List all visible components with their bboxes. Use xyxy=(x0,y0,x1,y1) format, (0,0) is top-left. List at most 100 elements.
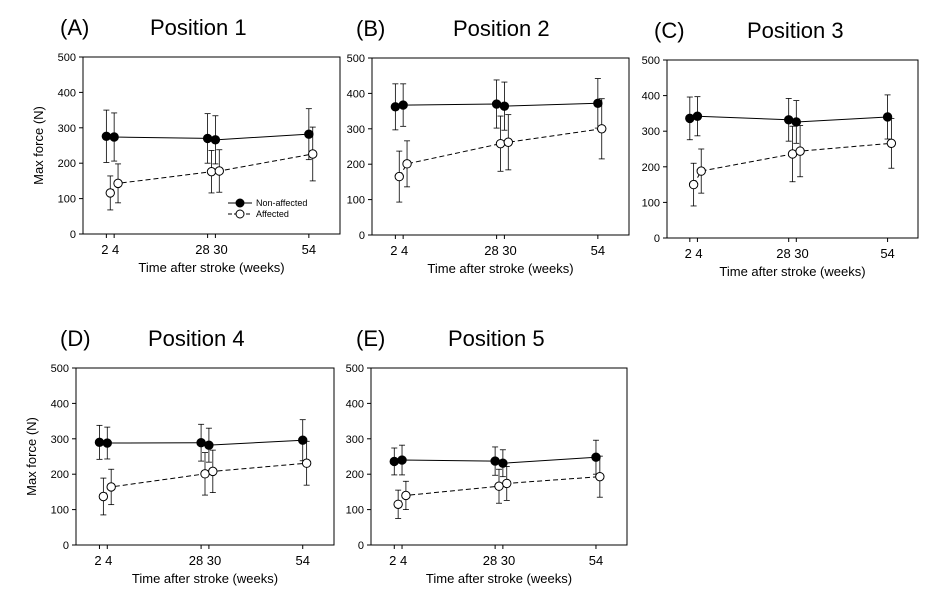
legend-entry: Non-affected xyxy=(256,198,307,208)
legend-entry: Affected xyxy=(256,209,289,219)
data-point xyxy=(791,117,802,127)
data-point xyxy=(402,159,412,169)
x-axis-label: Time after stroke (weeks) xyxy=(719,264,865,279)
y-tick-label: 0 xyxy=(70,229,76,241)
data-point xyxy=(502,478,512,489)
y-tick-label: 100 xyxy=(58,194,76,206)
x-tick-label: 2 4 xyxy=(389,553,407,568)
data-point xyxy=(795,146,805,156)
series-affected xyxy=(393,455,605,519)
data-point xyxy=(886,138,897,149)
x-tick-label: 2 4 xyxy=(685,246,703,261)
data-point xyxy=(597,124,607,134)
data-point xyxy=(499,101,510,111)
data-point xyxy=(94,437,105,448)
data-point xyxy=(101,131,112,141)
y-tick-label: 300 xyxy=(346,434,364,446)
y-tick-label: 400 xyxy=(58,87,76,99)
y-tick-label: 500 xyxy=(51,363,69,375)
panel-title: Position 1 xyxy=(150,15,247,40)
data-point xyxy=(685,113,695,124)
data-point xyxy=(498,458,508,468)
x-axis-label: Time after stroke (weeks) xyxy=(138,260,284,275)
chart-panel-1: (A) Position 1 0 100 200 300 400 500 2 4 28 30 54 T… xyxy=(31,15,341,275)
data-point xyxy=(401,490,411,501)
y-tick-label: 400 xyxy=(51,398,69,410)
y-tick-label: 400 xyxy=(347,88,365,100)
legend-marker-filled xyxy=(235,198,245,208)
y-tick-label: 0 xyxy=(654,233,660,245)
y-tick-label: 500 xyxy=(642,55,660,67)
series-non-affected xyxy=(685,94,893,144)
data-point xyxy=(397,455,407,465)
data-point xyxy=(214,166,224,176)
y-tick-label: 200 xyxy=(347,159,365,171)
chart-panel-4: (D) Position 4 0 100 200 300 400 500 2 4 28 30 54 T… xyxy=(24,326,335,586)
data-point xyxy=(204,440,214,450)
y-tick-label: 100 xyxy=(346,505,364,517)
series-affected xyxy=(688,117,897,207)
data-point xyxy=(882,112,893,122)
y-tick-label: 500 xyxy=(58,52,76,64)
panel-title: Position 5 xyxy=(448,326,545,351)
data-point xyxy=(495,138,506,149)
x-tick-label: 54 xyxy=(589,553,603,568)
x-tick-label: 54 xyxy=(302,242,316,257)
data-point xyxy=(490,456,500,466)
data-point xyxy=(196,437,206,448)
x-tick-label: 54 xyxy=(295,553,309,568)
data-point xyxy=(106,482,116,492)
data-point xyxy=(696,166,706,176)
y-tick-label: 500 xyxy=(346,363,364,375)
y-tick-label: 200 xyxy=(51,469,69,481)
chart-panel-2: (B) Position 2 0 100 200 300 400 500 2 4 28 30 54 T… xyxy=(347,16,630,276)
legend-marker-open xyxy=(235,209,245,219)
data-point xyxy=(113,178,123,189)
y-tick-label: 300 xyxy=(347,124,365,136)
data-point xyxy=(688,179,699,190)
series-affected xyxy=(394,98,607,203)
y-tick-label: 0 xyxy=(358,540,364,552)
y-tick-label: 300 xyxy=(58,123,76,135)
data-point xyxy=(301,458,312,468)
data-point xyxy=(308,149,318,159)
y-tick-label: 300 xyxy=(642,126,660,138)
x-axis-label: Time after stroke (weeks) xyxy=(132,571,278,586)
data-point xyxy=(593,98,603,109)
x-tick-label: 54 xyxy=(591,243,605,258)
data-point xyxy=(491,99,502,109)
series-non-affected xyxy=(94,419,308,463)
data-point xyxy=(398,100,408,110)
data-point xyxy=(595,471,605,482)
plot-frame xyxy=(82,56,341,235)
y-tick-label: 0 xyxy=(63,540,69,552)
panel-title: Position 4 xyxy=(148,326,245,351)
y-axis-label: Max force (N) xyxy=(24,417,39,496)
series-affected xyxy=(105,126,318,211)
y-tick-label: 200 xyxy=(642,162,660,174)
y-tick-label: 200 xyxy=(346,469,364,481)
x-tick-label: 2 4 xyxy=(101,242,119,257)
x-tick-label: 28 30 xyxy=(483,553,516,568)
x-tick-label: 2 4 xyxy=(94,553,112,568)
data-point xyxy=(389,456,399,467)
data-point xyxy=(298,435,308,445)
panel-label: (D) xyxy=(60,326,91,351)
y-tick-label: 500 xyxy=(347,53,365,65)
panel-label: (E) xyxy=(356,326,385,351)
plot-frame xyxy=(75,367,335,546)
series-line xyxy=(398,128,602,177)
panel-title: Position 2 xyxy=(453,16,550,41)
data-point xyxy=(109,132,119,142)
y-tick-label: 300 xyxy=(51,434,69,446)
data-point xyxy=(210,135,221,145)
y-tick-label: 0 xyxy=(359,230,365,242)
panel-label: (B) xyxy=(356,16,385,41)
data-point xyxy=(206,166,217,177)
x-tick-label: 28 30 xyxy=(484,243,517,258)
chart-panel-3: (C) Position 3 0 100 200 300 400 500 2 4 28 30 54 T… xyxy=(642,18,919,279)
data-point xyxy=(494,481,504,491)
series-non-affected xyxy=(390,78,603,131)
